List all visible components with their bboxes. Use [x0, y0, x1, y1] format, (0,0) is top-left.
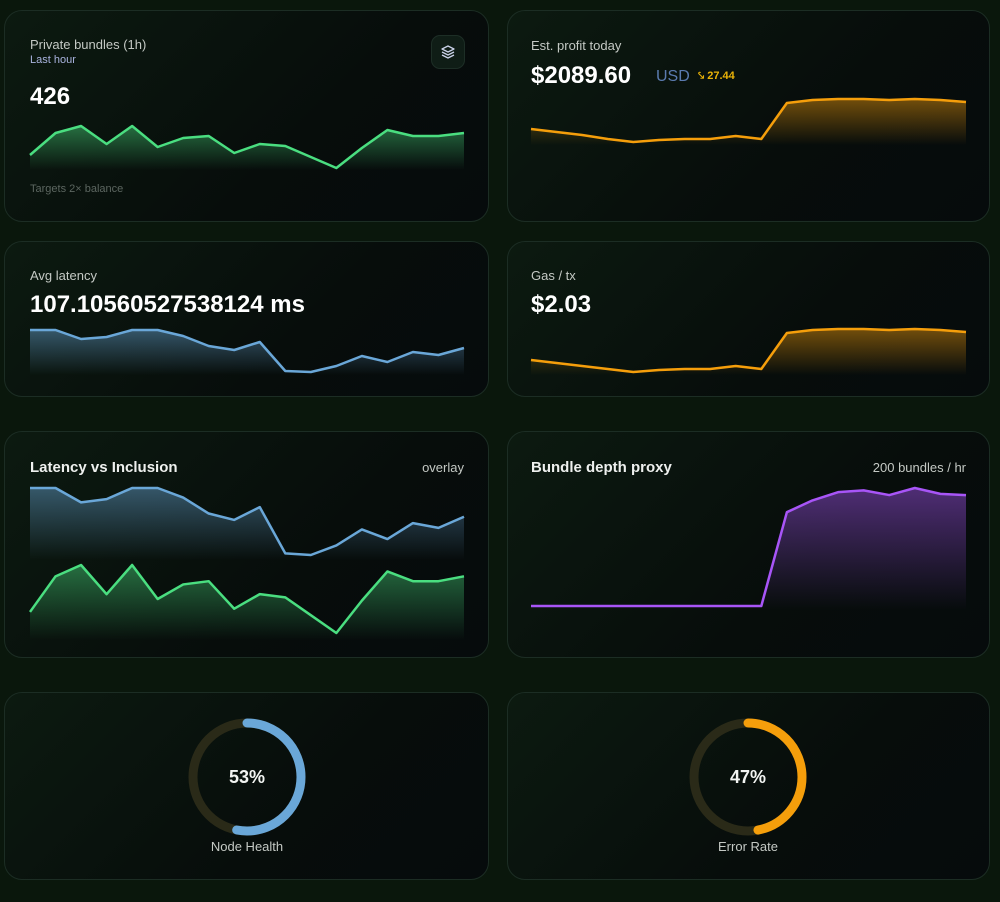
series-area — [30, 488, 464, 560]
profit-delta: ⤥ 27.44 — [698, 70, 735, 83]
series-line — [29, 124, 465, 170]
card-title: Gas / tx — [531, 268, 576, 283]
card-title: Latency vs Inclusion — [30, 459, 178, 476]
gas-value: $2.03 — [531, 291, 592, 318]
private-bundles-card — [4, 10, 489, 222]
bundle-depth-chart — [531, 486, 967, 610]
series-area — [30, 126, 464, 170]
gauge-value: 47% — [729, 767, 767, 787]
series-area — [30, 330, 464, 375]
series-line — [28, 563, 465, 635]
card-title: Avg latency — [30, 268, 97, 283]
trend-down-icon: ⤥ — [698, 70, 705, 82]
card-title: Bundle depth proxy — [531, 459, 672, 476]
card-title: Private bundles (1h) — [30, 37, 147, 52]
latency-value: 107.10560527538124 ms — [30, 291, 305, 318]
profit-unit: USD — [656, 68, 690, 85]
series-line — [530, 97, 967, 144]
series-area — [531, 329, 966, 375]
series-line — [30, 328, 465, 374]
card-title: Est. profit today — [531, 38, 622, 53]
gauge-value: 53% — [228, 767, 266, 787]
profit-sparkline — [530, 97, 967, 145]
delta-value: 27.44 — [707, 70, 735, 82]
series-area — [531, 99, 966, 145]
gauge-arc — [689, 718, 807, 836]
bundles-sparkline — [29, 124, 465, 170]
latency-overlay-line — [30, 486, 465, 560]
gauge-arc — [188, 718, 306, 836]
series-line — [30, 486, 465, 557]
card-footnote: Targets 2× balance — [30, 183, 124, 195]
bundles-value: 426 — [30, 83, 71, 110]
card-subtitle: Last hour — [30, 54, 76, 66]
layers-icon — [441, 45, 455, 59]
gauge-label: Node Health — [210, 839, 284, 854]
error-rate-gauge — [689, 718, 807, 836]
profit-value: $2089.60 — [531, 62, 632, 89]
card-note: 200 bundles / hr — [872, 460, 966, 475]
series-line — [530, 327, 967, 374]
latency-sparkline — [30, 328, 465, 375]
gauge-label: Error Rate — [718, 839, 778, 854]
gas-sparkline — [530, 327, 967, 375]
series-line — [531, 486, 967, 608]
inclusion-overlay-line — [28, 563, 465, 640]
series-area — [531, 488, 966, 610]
card-note: overlay — [422, 460, 464, 475]
layers-button[interactable] — [431, 35, 465, 69]
node-health-gauge — [188, 718, 306, 836]
